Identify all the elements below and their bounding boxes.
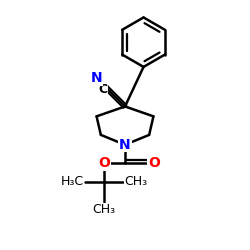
Text: O: O — [98, 156, 110, 170]
Text: O: O — [148, 156, 160, 170]
Text: CH₃: CH₃ — [92, 203, 116, 216]
Text: N: N — [119, 138, 131, 152]
Text: CH₃: CH₃ — [124, 175, 147, 188]
Text: N: N — [90, 71, 102, 85]
Text: H₃C: H₃C — [61, 175, 84, 188]
Text: C: C — [98, 83, 107, 96]
